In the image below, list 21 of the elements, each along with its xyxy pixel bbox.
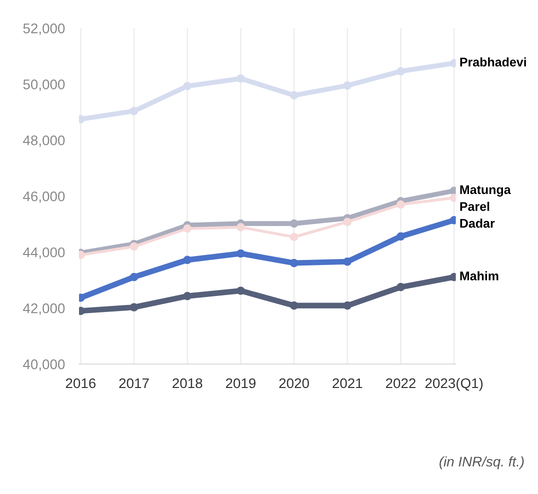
y-tick-label: 44,000 (23, 247, 65, 259)
x-tick-label: 2017 (119, 378, 149, 388)
series-label: Parel (460, 202, 490, 211)
x-tick-label: 2020 (279, 378, 309, 388)
x-tick-label: 2016 (66, 378, 96, 388)
series-label: Mahim (460, 271, 498, 280)
y-tick-label: 48,000 (23, 135, 65, 147)
series-label: Prabhadevi (460, 57, 526, 67)
x-tick-label: 2022 (386, 378, 416, 388)
y-tick-label: 42,000 (23, 303, 65, 315)
x-tick-label: 2018 (172, 378, 202, 388)
y-tick-label: 40,000 (23, 359, 65, 371)
x-tick-label: 2021 (332, 378, 362, 388)
y-tick-label: 46,000 (23, 191, 65, 203)
series-label: Matunga (460, 185, 511, 197)
text: (in INR/sq. ft.) (440, 456, 524, 470)
series-label: Dadar (460, 218, 495, 228)
x-tick-label: 2023(Q1) (425, 378, 483, 391)
y-tick-label: 50,000 (23, 79, 65, 91)
x-tick-label: 2019 (226, 378, 256, 388)
y-tick-label: 52,000 (23, 23, 65, 35)
